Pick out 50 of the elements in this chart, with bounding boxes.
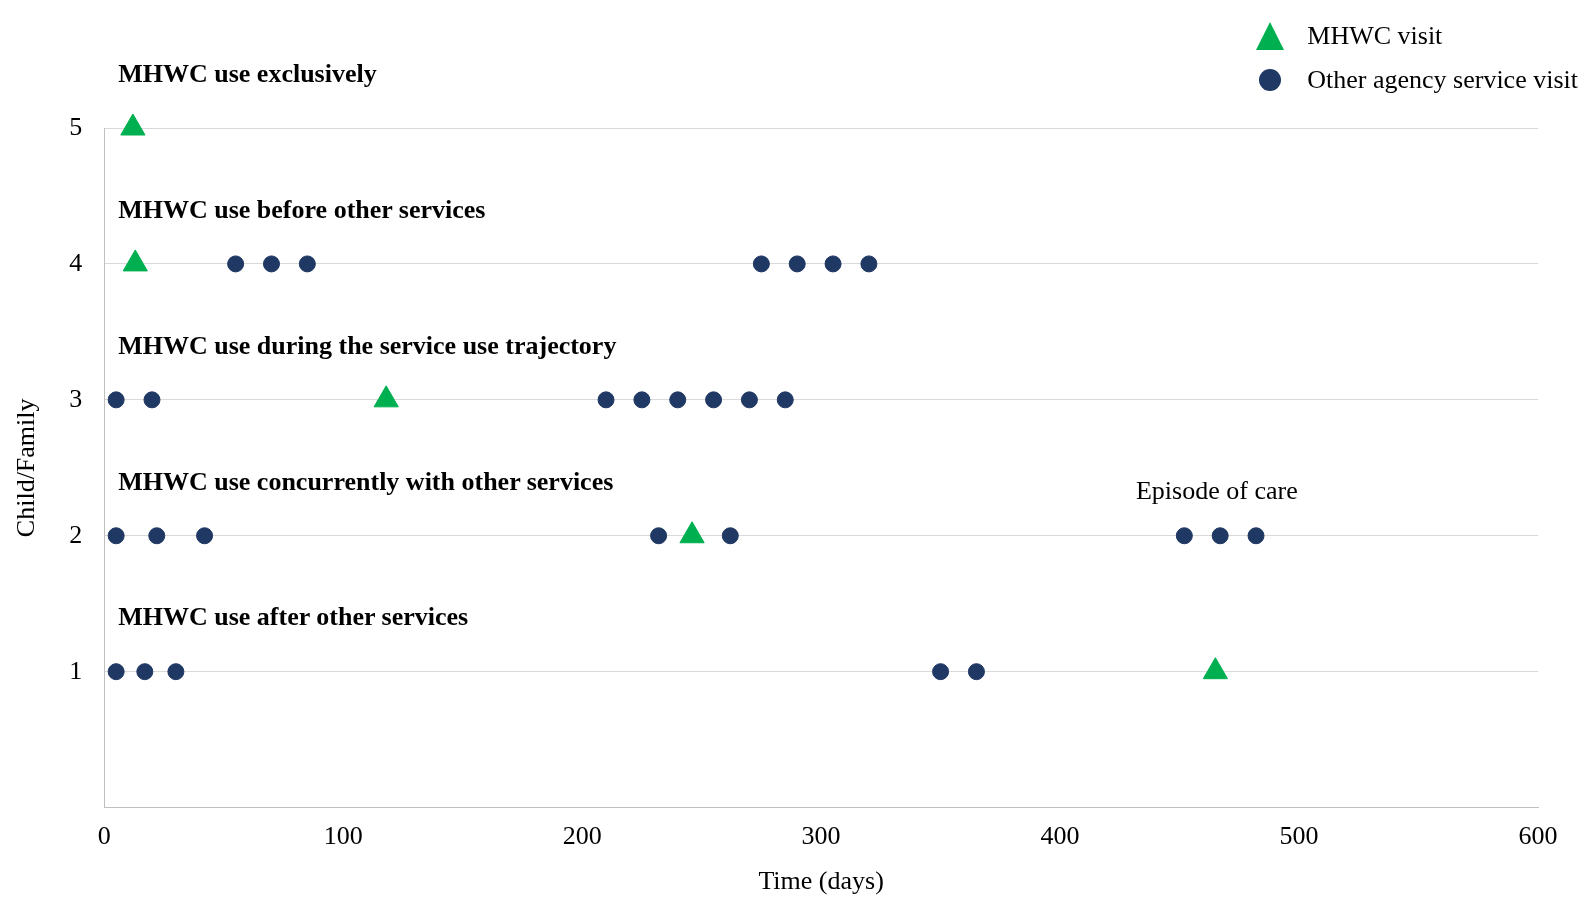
legend-label: Other agency service visit xyxy=(1307,65,1578,95)
x-tick-label: 600 xyxy=(1518,821,1558,851)
x-tick-label: 0 xyxy=(97,821,111,851)
point xyxy=(1175,527,1193,545)
point xyxy=(167,663,185,681)
point xyxy=(860,255,878,273)
annotation: MHWC use during the service use trajectory xyxy=(118,330,617,360)
annotation: MHWC use after other services xyxy=(118,602,469,632)
annotation: MHWC use before other services xyxy=(118,194,486,224)
point xyxy=(967,663,985,681)
point xyxy=(705,391,723,409)
y-tick-label: 1 xyxy=(69,655,83,685)
x-tick-label: 200 xyxy=(562,821,602,851)
x-tick-label: 100 xyxy=(323,821,363,851)
point xyxy=(932,663,950,681)
point xyxy=(1211,527,1229,545)
point xyxy=(143,391,161,409)
point xyxy=(597,391,615,409)
annotation: Episode of care xyxy=(1135,476,1298,506)
x-tick-label: 300 xyxy=(801,821,841,851)
point xyxy=(107,391,125,409)
point xyxy=(633,391,651,409)
point xyxy=(752,255,770,273)
point xyxy=(740,391,758,409)
text: MHWC use exclusively xyxy=(118,58,377,88)
point xyxy=(262,255,280,273)
point xyxy=(1247,527,1265,545)
point xyxy=(227,255,245,273)
legend-label: MHWC visit xyxy=(1307,21,1443,51)
x-tick-label: 500 xyxy=(1279,821,1319,851)
point xyxy=(148,527,166,545)
y-tick-label: 5 xyxy=(69,111,83,141)
point xyxy=(107,527,125,545)
point xyxy=(196,527,214,545)
y-tick-label: 3 xyxy=(69,383,83,413)
x-axis-title: Time (days) xyxy=(758,866,884,896)
point xyxy=(669,391,687,409)
point xyxy=(650,527,668,545)
point xyxy=(136,663,154,681)
y-tick-label: 2 xyxy=(69,519,83,549)
x-tick-label: 400 xyxy=(1040,821,1080,851)
point xyxy=(298,255,316,273)
point xyxy=(788,255,806,273)
annotation: MHWC use concurrently with other services xyxy=(118,466,614,496)
y-tick-label: 4 xyxy=(69,247,83,277)
point xyxy=(721,527,739,545)
point xyxy=(107,663,125,681)
point xyxy=(776,391,794,409)
y-axis-title: Child/Family xyxy=(11,398,41,538)
point xyxy=(824,255,842,273)
